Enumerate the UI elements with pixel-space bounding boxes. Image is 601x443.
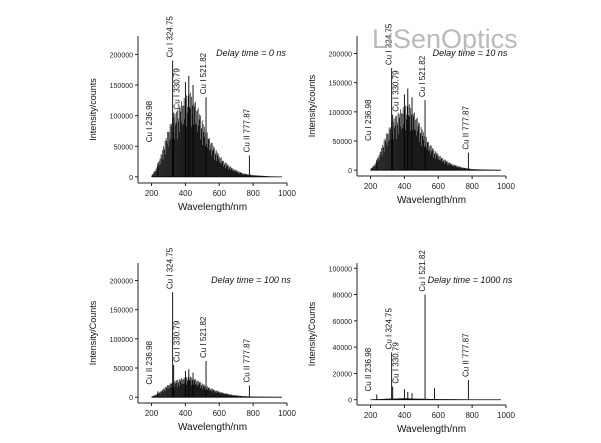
- x-axis-label: Wavelength/nm: [397, 424, 466, 435]
- peak-annotation: Cu I 324.75: [385, 307, 394, 349]
- peak-annotation: Cu I 236.98: [145, 100, 154, 142]
- x-tick-label: 400: [398, 411, 412, 420]
- y-tick-label: 200000: [110, 279, 133, 286]
- y-tick-label: 100000: [329, 266, 352, 273]
- chart-panel-3: 200 400 600 800 1000 0 50000 100000 150000 200000…: [88, 247, 296, 433]
- peak-annotation: Cu II 777.87: [461, 333, 470, 377]
- x-tick-label: 200: [364, 182, 378, 191]
- y-tick-label: 150000: [329, 81, 352, 88]
- x-tick-label: 1000: [497, 411, 515, 420]
- chart-panel-4: 200 400 600 800 1000 0 20000 40000 60000 80000 100…: [307, 250, 515, 435]
- x-tick-label: 800: [246, 409, 260, 418]
- delay-time-label: Delay time = 1000 ns: [428, 275, 513, 285]
- peak-annotation: Cu I 324.75: [166, 247, 175, 289]
- peak-annotation: Cu I 330.79: [173, 320, 182, 362]
- x-tick-label: 1000: [278, 189, 296, 198]
- y-tick-label: 0: [129, 395, 133, 402]
- peak-annotation: Cu I 324.75: [385, 23, 394, 65]
- peak-annotation: Cu I 521.82: [418, 55, 427, 97]
- x-tick-label: 400: [179, 189, 193, 198]
- x-tick-label: 800: [465, 182, 479, 191]
- y-tick-label: 20000: [333, 371, 353, 378]
- y-tick-label: 100000: [329, 110, 352, 117]
- y-tick-label: 150000: [110, 308, 133, 315]
- peak-annotation: Cu I 521.82: [199, 316, 208, 358]
- y-tick-label: 150000: [110, 83, 133, 90]
- peak-annotation: Cu II 236.98: [145, 340, 154, 384]
- x-tick-label: 200: [364, 411, 378, 420]
- x-tick-label: 600: [432, 411, 446, 420]
- peak-annotation: Cu I 330.79: [392, 70, 401, 112]
- peak-annotation: Cu I 521.82: [418, 250, 427, 292]
- y-tick-label: 60000: [333, 319, 353, 326]
- y-tick-label: 200000: [329, 52, 352, 59]
- y-tick-label: 50000: [114, 366, 134, 373]
- x-axis-label: Wavelength/nm: [178, 422, 247, 433]
- x-tick-label: 600: [432, 182, 446, 191]
- peak-annotation: Cu I 236.98: [364, 99, 373, 141]
- watermark-logo: LiSenOptics: [372, 22, 572, 56]
- y-axis-label: Intensity/Counts: [88, 300, 98, 365]
- peak-annotation: Cu I 521.82: [199, 52, 208, 94]
- delay-time-label: Delay time = 10 ns: [433, 48, 508, 58]
- peak-annotation: Cu II 777.87: [242, 338, 251, 382]
- peak-annotation: Cu II 777.87: [461, 106, 470, 150]
- watermark-text: LiSenOptics: [372, 24, 518, 54]
- y-tick-label: 80000: [333, 293, 353, 300]
- y-tick-label: 100000: [110, 114, 133, 121]
- x-tick-label: 400: [398, 182, 412, 191]
- y-tick-label: 50000: [333, 139, 353, 146]
- peak-annotation: Cu I 330.79: [392, 342, 401, 384]
- y-tick-label: 40000: [333, 345, 353, 352]
- x-tick-label: 1000: [278, 409, 296, 418]
- x-axis-label: Wavelength/nm: [397, 195, 466, 206]
- chart-panel-2: 200 400 600 800 1000 0 50000 100000 150000 200000…: [307, 23, 515, 206]
- y-tick-label: 0: [129, 175, 133, 182]
- x-tick-label: 600: [213, 189, 227, 198]
- peak-annotation: Cu I 330.79: [173, 68, 182, 110]
- delay-time-label: Delay time = 100 ns: [211, 275, 291, 285]
- y-axis-label: Intensity/counts: [88, 78, 98, 141]
- y-tick-label: 200000: [110, 52, 133, 59]
- peak-annotation: Cu I 324.75: [166, 16, 175, 58]
- peak-annotation: Cu II 777.87: [242, 108, 251, 152]
- x-tick-label: 1000: [497, 182, 515, 191]
- y-tick-label: 50000: [114, 144, 134, 151]
- y-tick-label: 0: [348, 398, 352, 405]
- delay-time-label: Delay time = 0 ns: [216, 48, 286, 58]
- y-axis-label: Intensity/Counts: [307, 301, 317, 366]
- y-axis-label: Intensity/counts: [307, 74, 317, 137]
- x-axis-label: Wavelength/nm: [178, 202, 247, 213]
- y-tick-label: 100000: [110, 337, 133, 344]
- y-tick-label: 0: [348, 168, 352, 175]
- x-tick-label: 400: [179, 409, 193, 418]
- x-tick-label: 800: [246, 189, 260, 198]
- x-tick-label: 200: [145, 409, 159, 418]
- x-tick-label: 600: [213, 409, 227, 418]
- x-tick-label: 800: [465, 411, 479, 420]
- chart-panel-1: 200 400 600 800 1000 0 50000 100000 150000 200000…: [88, 16, 296, 213]
- peak-annotation: Cu II 236.98: [364, 347, 373, 391]
- x-tick-label: 200: [145, 189, 159, 198]
